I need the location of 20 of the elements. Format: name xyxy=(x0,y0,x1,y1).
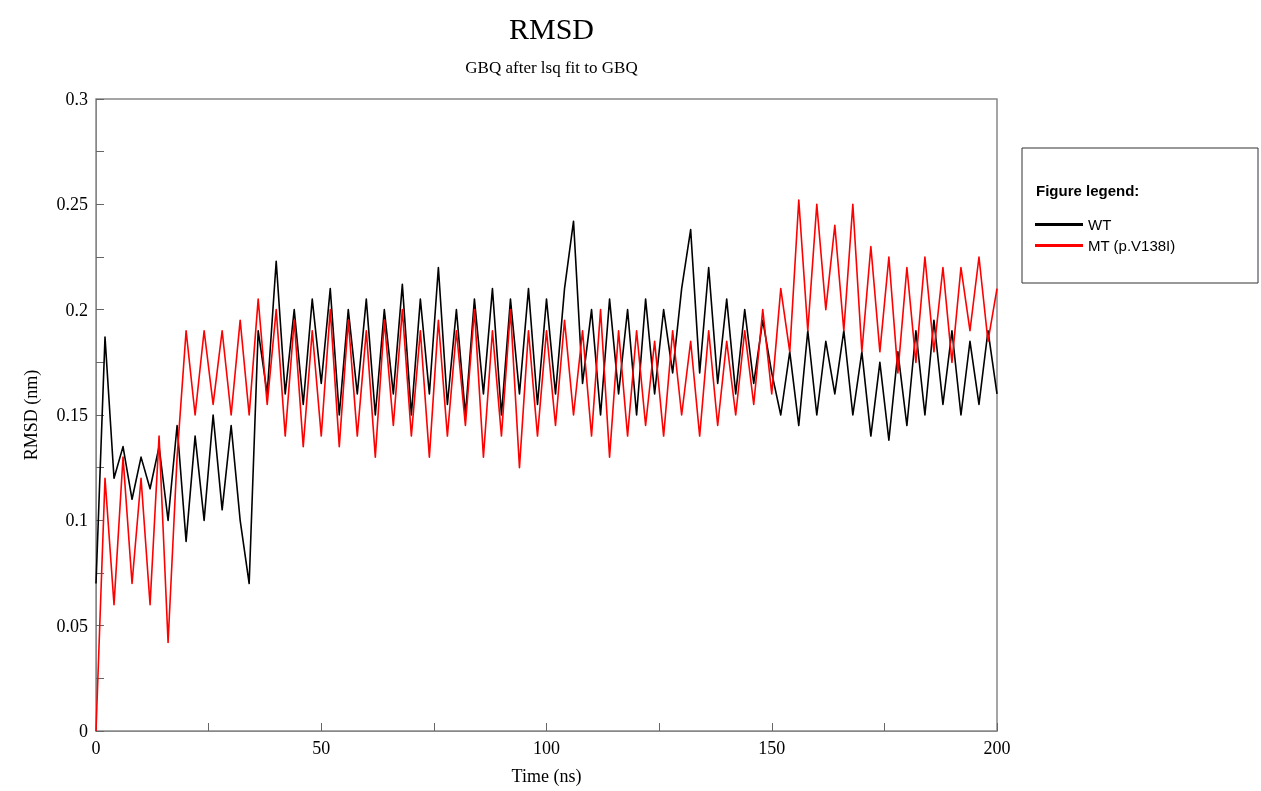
y-tick-label: 0.1 xyxy=(65,510,88,531)
y-tick-label: 0.15 xyxy=(56,405,88,425)
x-tick-label: 200 xyxy=(983,738,1011,758)
legend-label: WT xyxy=(1088,216,1112,233)
y-axis-title: RMSD (nm) xyxy=(21,369,42,461)
y-tick-label: 0.3 xyxy=(65,89,88,109)
x-tick-label: 100 xyxy=(533,738,560,758)
y-tick-label: 0 xyxy=(79,721,88,741)
y-tick-label: 0.2 xyxy=(65,299,88,320)
chart-subtitle: GBQ after lsq fit to GBQ xyxy=(465,58,638,77)
x-tick-label: 0 xyxy=(91,738,101,758)
y-tick-label: 0.05 xyxy=(56,615,88,636)
y-tick-label: 0.25 xyxy=(56,194,88,215)
legend-label: MT (p.V138I) xyxy=(1088,237,1176,254)
legend-title: Figure legend: xyxy=(1036,182,1140,199)
chart-title: RMSD xyxy=(508,11,595,45)
x-tick-label: 50 xyxy=(312,738,331,758)
line-series xyxy=(95,220,998,585)
x-axis-title: Time (ns) xyxy=(511,766,582,787)
x-tick-label: 150 xyxy=(758,738,786,758)
